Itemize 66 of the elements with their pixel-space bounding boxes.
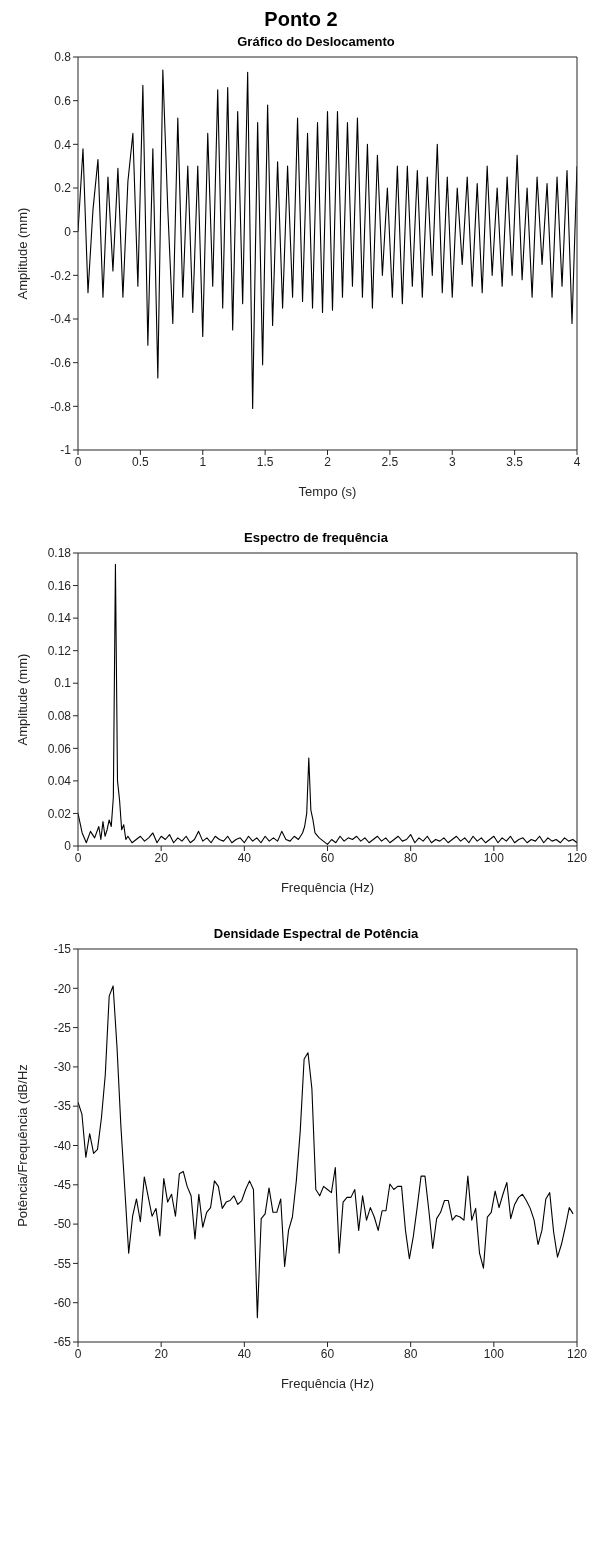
x-tick-label: 100	[483, 850, 505, 865]
y-tick-label: 0.4	[54, 137, 72, 152]
y-tick-label: 0	[64, 224, 72, 239]
y-tick-label: -0.6	[50, 355, 72, 370]
x-tick-label: 3	[448, 454, 456, 469]
y-axis-title: Amplitude (mm)	[14, 653, 30, 746]
x-tick-label: 60	[320, 850, 335, 865]
y-tick-label: 0.1	[54, 676, 72, 691]
y-tick-label: -0.8	[50, 399, 72, 414]
y-tick-label: -1	[60, 443, 72, 458]
x-axis-title: Tempo (s)	[298, 484, 357, 499]
x-tick-label: 80	[403, 850, 418, 865]
y-tick-label: -15	[53, 942, 72, 957]
y-tick-label: -25	[53, 1020, 72, 1035]
x-tick-label: 1	[199, 454, 207, 469]
y-tick-label: -0.2	[50, 268, 72, 283]
x-tick-label: 40	[237, 850, 252, 865]
y-tick-label: 0.6	[54, 93, 72, 108]
line-series	[78, 69, 577, 410]
x-tick-label: 0	[74, 454, 82, 469]
y-tick-label: 0.2	[54, 181, 72, 196]
y-tick-label: -50	[53, 1217, 72, 1232]
x-tick-label: 4	[573, 454, 581, 469]
y-tick-label: 0.06	[47, 741, 72, 756]
x-tick-label: 2.5	[381, 454, 399, 469]
y-tick-label: -65	[53, 1335, 72, 1350]
x-tick-label: 0	[74, 850, 82, 865]
x-tick-label: 100	[483, 1346, 505, 1361]
y-tick-label: -30	[53, 1060, 72, 1075]
y-tick-label: 0	[64, 839, 72, 854]
y-tick-label: 0.04	[47, 774, 72, 789]
x-tick-label: 0	[74, 1346, 82, 1361]
x-tick-label: 20	[154, 1346, 169, 1361]
x-tick-label: 1.5	[256, 454, 274, 469]
y-tick-label: -35	[53, 1099, 72, 1114]
y-tick-label: 0.16	[47, 578, 72, 593]
y-tick-label: 0.18	[47, 546, 72, 561]
x-tick-label: 2	[324, 454, 332, 469]
y-tick-label: -0.4	[50, 312, 72, 327]
y-tick-label: -60	[53, 1295, 72, 1310]
chart-title: Espectro de frequência	[243, 530, 389, 547]
chart-subtitle: Gráfico do Deslocamento	[236, 34, 396, 51]
y-tick-label: -20	[53, 981, 72, 996]
x-tick-label: 0.5	[132, 454, 150, 469]
y-tick-label: 0.8	[54, 50, 72, 65]
x-tick-label: 20	[154, 850, 169, 865]
x-tick-label: 40	[237, 1346, 252, 1361]
y-tick-label: 0.02	[47, 806, 72, 821]
y-axis-title: Potência/Frequência (dB/Hz	[14, 1064, 30, 1227]
y-tick-label: 0.08	[47, 709, 72, 724]
y-axis-title: Amplitude (mm)	[14, 207, 30, 300]
chart-title: Ponto 2	[263, 8, 339, 32]
x-tick-label: 80	[403, 1346, 418, 1361]
y-tick-label: -55	[53, 1256, 72, 1271]
x-axis-title: Frequência (Hz)	[280, 1376, 375, 1391]
chart-title: Densidade Espectral de Potência	[212, 926, 420, 943]
y-tick-label: 0.12	[47, 643, 72, 658]
x-tick-label: 60	[320, 1346, 335, 1361]
y-tick-label: -45	[53, 1178, 72, 1193]
x-tick-label: 120	[566, 1346, 588, 1361]
x-axis-title: Frequência (Hz)	[280, 880, 375, 895]
x-tick-label: 3.5	[506, 454, 524, 469]
y-tick-label: 0.14	[47, 611, 72, 626]
x-tick-label: 120	[566, 850, 588, 865]
line-series	[78, 985, 574, 1319]
y-tick-label: -40	[53, 1138, 72, 1153]
